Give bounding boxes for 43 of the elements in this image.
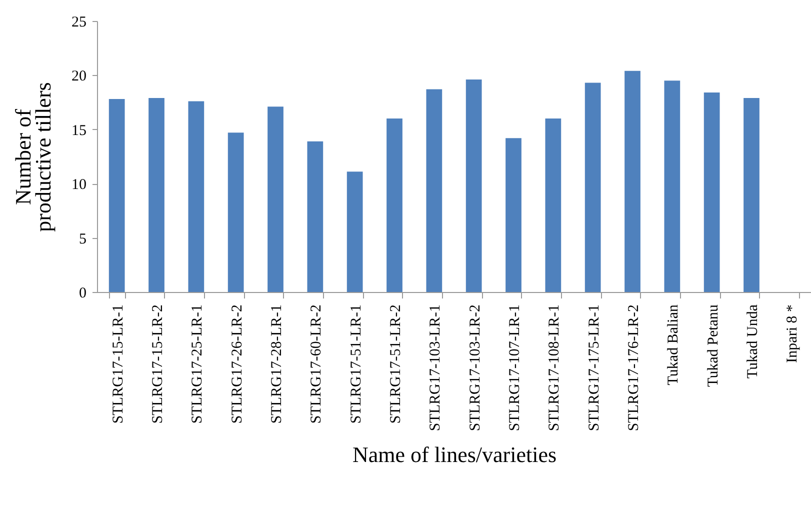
x-tick-label: Tukad Petanu bbox=[705, 304, 722, 387]
y-tick-label: 20 bbox=[72, 68, 86, 85]
y-tick-label: 5 bbox=[79, 231, 86, 248]
x-tick-label: Tukad Balian bbox=[666, 304, 682, 386]
x-tick-label: STLRG17-15-LR-2 bbox=[150, 304, 166, 424]
bar bbox=[268, 106, 284, 292]
bar bbox=[426, 89, 442, 292]
x-tick-label: STLRG17-176-LR-2 bbox=[626, 304, 642, 432]
x-tick-label: STLRG17-107-LR-1 bbox=[507, 304, 523, 432]
bar bbox=[148, 98, 164, 292]
x-axis-title: Name of lines/varieties bbox=[352, 442, 557, 468]
bar bbox=[506, 138, 522, 292]
y-tick-label: 15 bbox=[72, 122, 86, 139]
x-tick-label: STLRG17-103-LR-2 bbox=[467, 304, 484, 432]
x-tick-label: STLRG17-51-LR-1 bbox=[348, 304, 364, 424]
x-tick-label: STLRG17-26-LR-2 bbox=[229, 304, 246, 424]
y-tick-label: 10 bbox=[72, 177, 86, 194]
bar bbox=[744, 98, 760, 292]
x-tick-label: Tukad Unda bbox=[745, 304, 761, 379]
bar bbox=[346, 172, 363, 292]
bar bbox=[704, 92, 720, 292]
x-tick-label: STLRG17-15-LR-1 bbox=[110, 304, 126, 424]
x-tick-label: STLRG17-28-LR-1 bbox=[269, 304, 285, 424]
y-tick-label: 0 bbox=[79, 286, 86, 302]
bar bbox=[307, 141, 324, 292]
bar bbox=[386, 118, 402, 292]
bar bbox=[466, 80, 482, 292]
x-tick-label: STLRG17-25-LR-1 bbox=[190, 304, 206, 424]
bar bbox=[664, 80, 680, 292]
bar bbox=[545, 118, 562, 292]
bar bbox=[108, 99, 125, 292]
bar bbox=[188, 101, 204, 292]
bar bbox=[228, 132, 244, 292]
x-tick-label: STLRG17-60-LR-2 bbox=[308, 304, 325, 424]
bar bbox=[584, 82, 601, 292]
x-tick-label: STLRG17-51-LR-2 bbox=[388, 304, 404, 424]
bar bbox=[624, 70, 640, 292]
x-tick-label: STLRG17-108-LR-1 bbox=[546, 304, 563, 432]
x-tick-label: STLRG17-103-LR-1 bbox=[428, 304, 444, 432]
x-tick-label: STLRG17-175-LR-1 bbox=[586, 304, 602, 432]
y-tick-label: 25 bbox=[72, 14, 86, 30]
y-axis-title: Number of productive tillers bbox=[10, 82, 56, 232]
x-tick-label: Inpari 8 * bbox=[784, 304, 801, 363]
